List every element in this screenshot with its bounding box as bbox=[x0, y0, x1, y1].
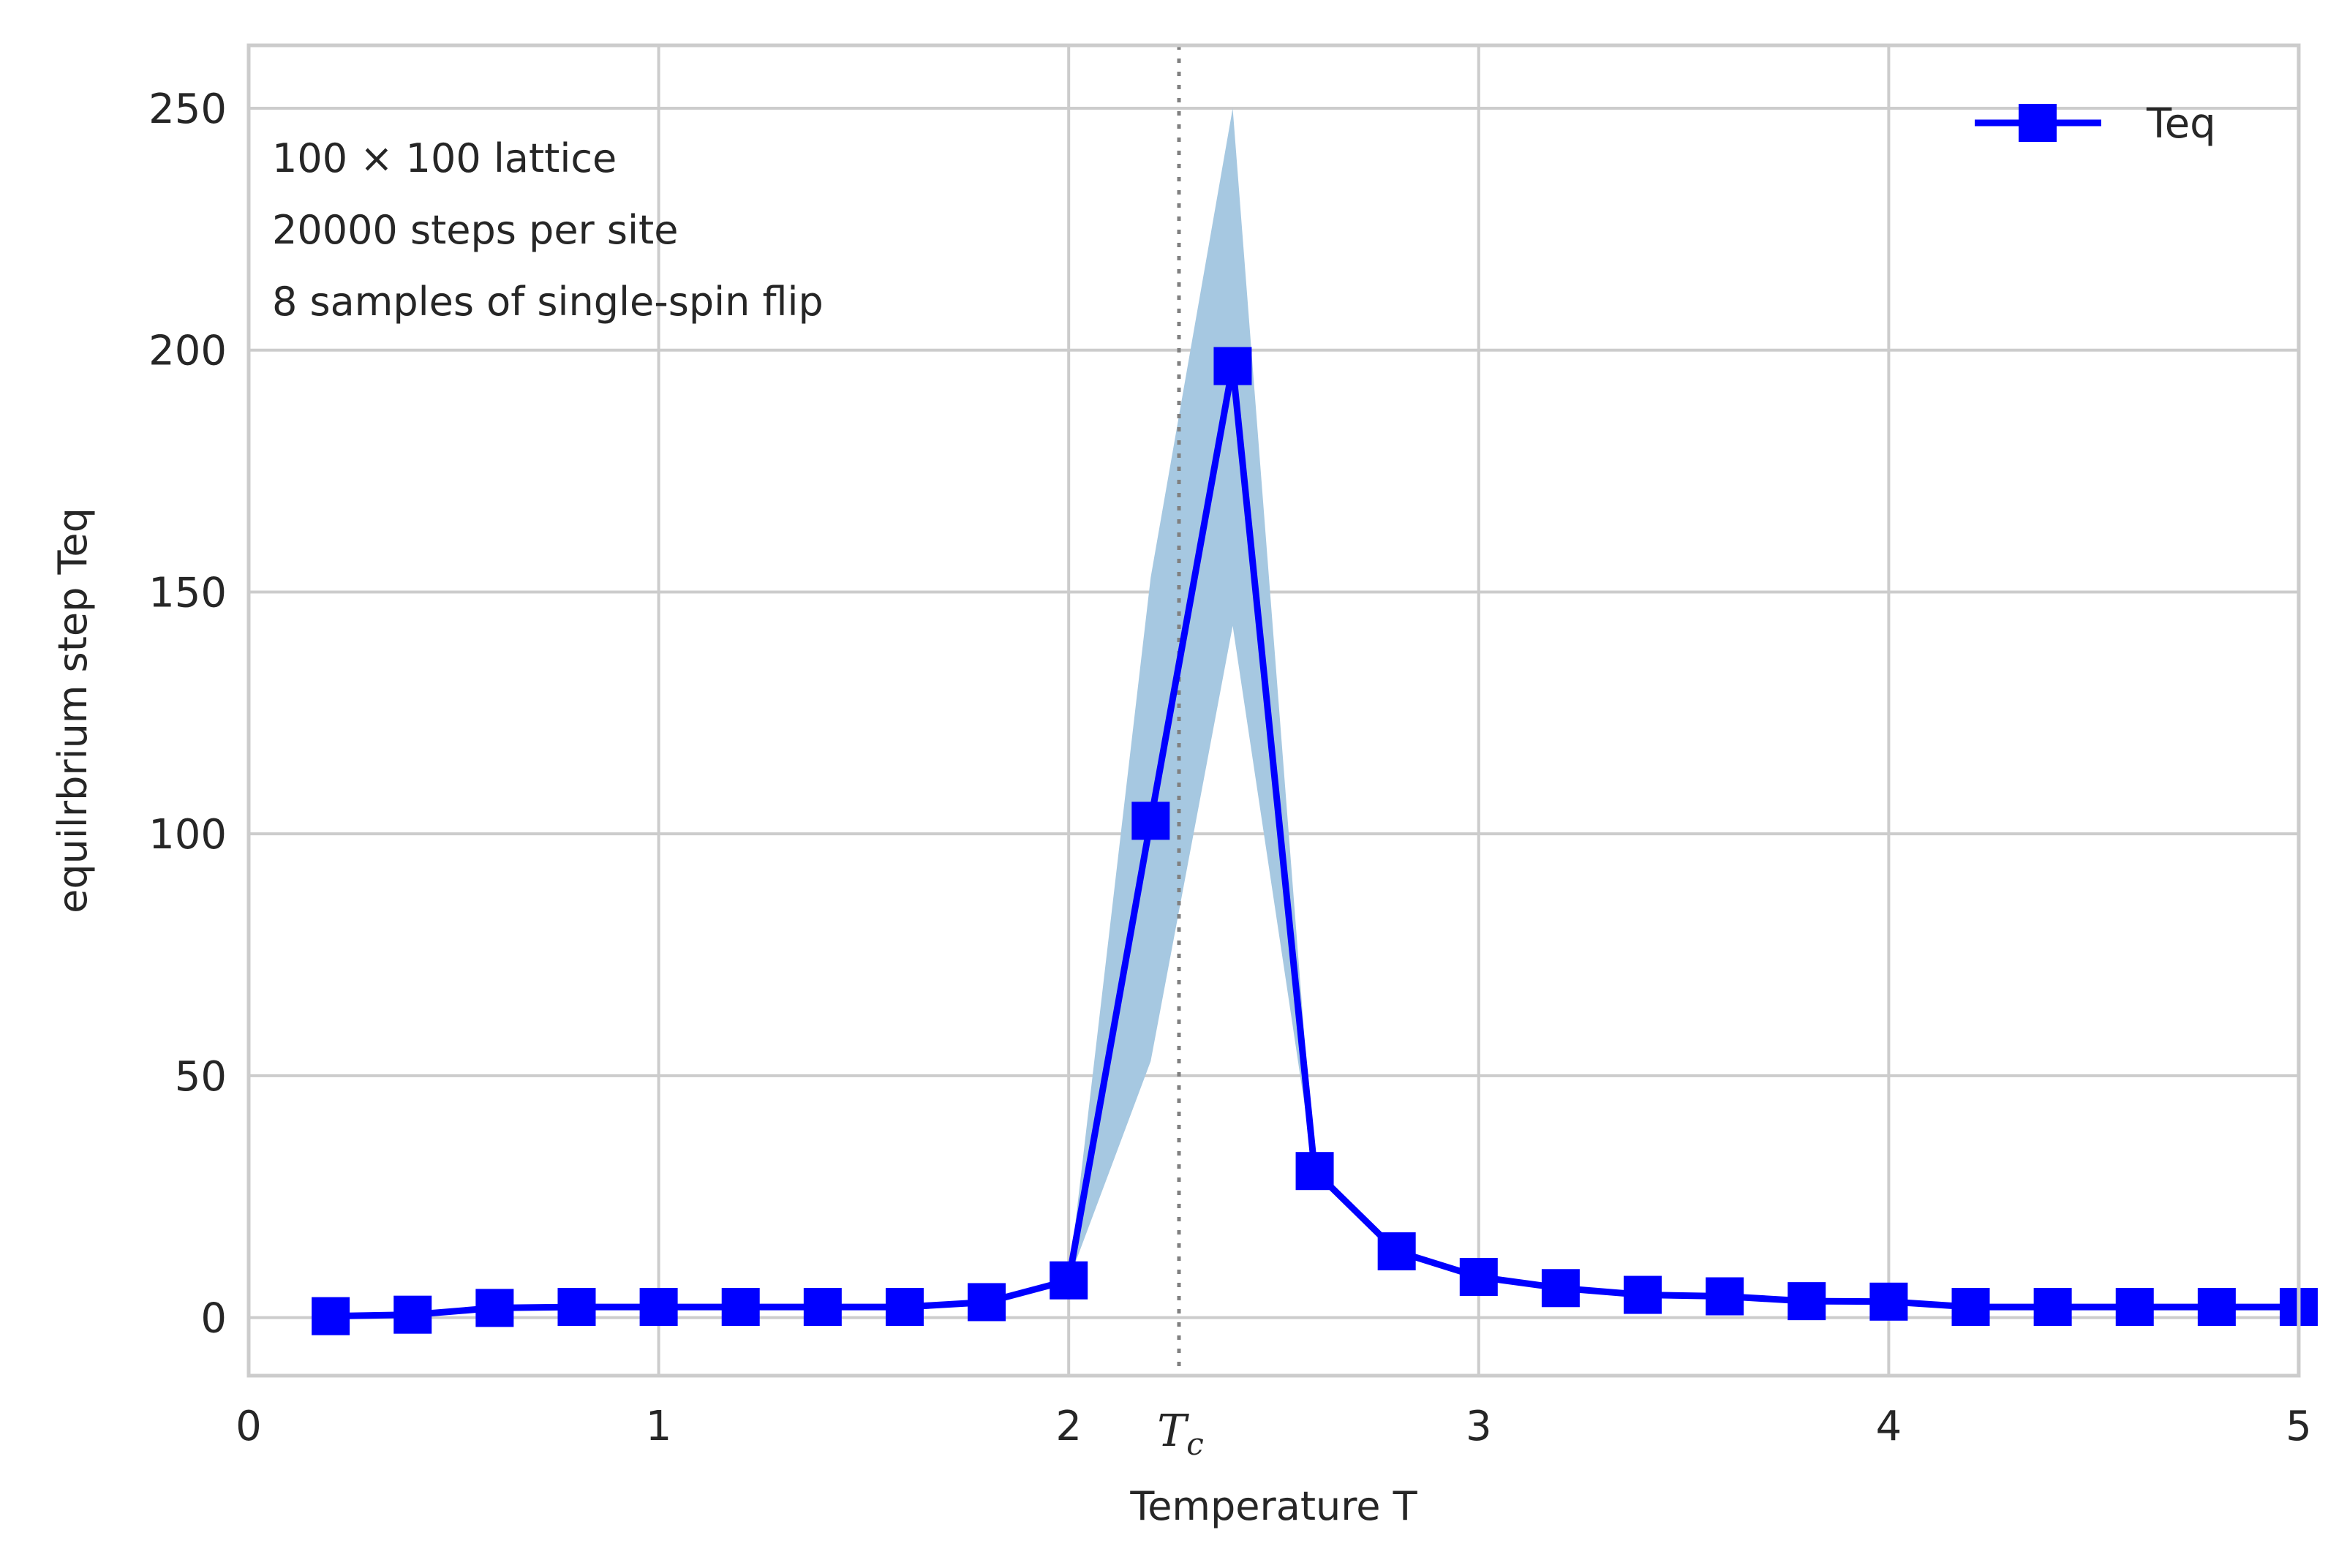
annotation-steps: 20000 steps per site bbox=[272, 207, 678, 253]
data-point-marker bbox=[803, 1288, 842, 1327]
data-point-marker bbox=[312, 1297, 350, 1335]
y-tick-label: 250 bbox=[148, 86, 227, 133]
data-point-marker bbox=[1624, 1275, 1662, 1314]
plot-frame bbox=[246, 43, 2301, 1378]
legend-marker-square bbox=[2019, 104, 2057, 142]
x-tick-label: 1 bbox=[646, 1403, 672, 1450]
data-point-marker bbox=[1951, 1288, 1990, 1327]
data-point-marker bbox=[1050, 1261, 1088, 1300]
data-point-marker bbox=[1377, 1232, 1416, 1271]
data-point-marker bbox=[2033, 1288, 2072, 1327]
y-tick-label: 200 bbox=[148, 328, 227, 375]
tc-label-base: T bbox=[1157, 1406, 1189, 1457]
data-point-marker bbox=[557, 1288, 596, 1327]
data-point-marker bbox=[721, 1288, 760, 1327]
data-point-marker bbox=[1213, 347, 1252, 385]
tc-label-subscript: c bbox=[1186, 1426, 1204, 1462]
legend: Teq bbox=[1975, 100, 2216, 148]
x-tick-label: 0 bbox=[236, 1403, 262, 1450]
tc-label: Tc bbox=[1157, 1406, 1204, 1462]
data-point-marker bbox=[1295, 1152, 1334, 1191]
y-tick-label: 100 bbox=[148, 811, 227, 859]
y-axis-title: equilrbrium step Teq bbox=[50, 508, 96, 913]
grid bbox=[249, 45, 2299, 1376]
data-point-marker bbox=[1541, 1269, 1580, 1308]
data-point-marker bbox=[475, 1289, 514, 1327]
data-point-marker bbox=[968, 1283, 1006, 1322]
x-tick-label: 3 bbox=[1466, 1403, 1492, 1450]
data-point-marker bbox=[1706, 1277, 1744, 1316]
annotation-lattice: 100 × 100 lattice bbox=[272, 135, 617, 181]
y-tick-label: 50 bbox=[175, 1053, 227, 1101]
data-point-marker bbox=[1131, 802, 1170, 840]
data-point-marker bbox=[1869, 1282, 1908, 1321]
annotation-samples: 8 samples of single-spin flip bbox=[272, 279, 824, 325]
data-point-marker bbox=[1787, 1282, 1826, 1321]
x-tick-label: 5 bbox=[2286, 1403, 2312, 1450]
x-tick-label: 4 bbox=[1876, 1403, 1902, 1450]
data-point-marker bbox=[393, 1295, 432, 1334]
annotation-box: 100 × 100 lattice 20000 steps per site 8… bbox=[272, 135, 824, 325]
series-teq bbox=[312, 347, 2318, 1335]
y-tick-label: 0 bbox=[200, 1295, 227, 1343]
y-tick-label: 150 bbox=[148, 569, 227, 617]
data-point-marker bbox=[2115, 1288, 2154, 1327]
x-tick-label: 2 bbox=[1055, 1403, 1082, 1450]
data-point-marker bbox=[2197, 1288, 2236, 1327]
x-axis-title: Temperature T bbox=[1129, 1483, 1417, 1529]
legend-label-teq: Teq bbox=[2146, 100, 2216, 148]
data-point-marker bbox=[639, 1288, 678, 1327]
data-point-marker bbox=[1459, 1258, 1498, 1297]
data-point-marker bbox=[885, 1288, 924, 1327]
